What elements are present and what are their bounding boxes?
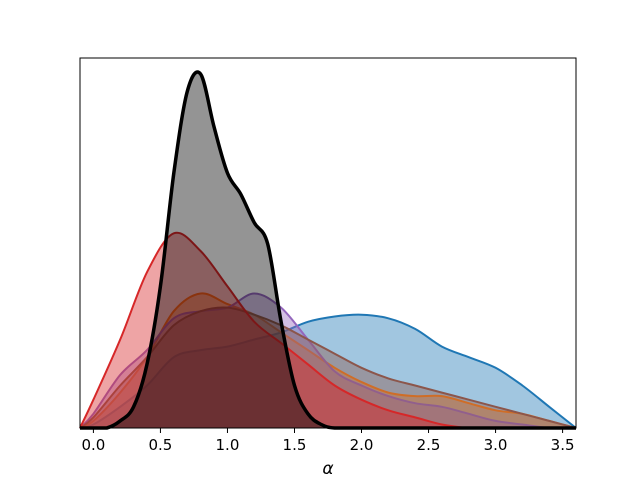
series-1-line bbox=[79, 313, 577, 429]
x-axis-label: α bbox=[322, 459, 333, 479]
series-4-area bbox=[80, 307, 576, 428]
plot-area bbox=[79, 70, 577, 430]
series-5-area bbox=[80, 232, 576, 428]
x-axis: 0.0 0.5 1.0 1.5 2.0 2.5 3.0 3.5 bbox=[81, 428, 575, 454]
x-tick-label: 1.0 bbox=[216, 436, 240, 454]
axes-frame bbox=[79, 57, 577, 429]
x-tick-label: 1.5 bbox=[283, 436, 307, 454]
series-6-area bbox=[80, 71, 576, 429]
x-tick-label: 0.0 bbox=[81, 436, 105, 454]
series-1-area bbox=[80, 314, 576, 428]
series-2-area bbox=[80, 293, 576, 428]
x-tick-label: 3.5 bbox=[551, 436, 575, 454]
series-3-area bbox=[80, 293, 576, 428]
x-tick-label: 2.5 bbox=[417, 436, 441, 454]
x-tick-label: 3.0 bbox=[484, 436, 508, 454]
x-tick-label: 0.5 bbox=[149, 436, 173, 454]
x-tick-label: 2.0 bbox=[350, 436, 374, 454]
